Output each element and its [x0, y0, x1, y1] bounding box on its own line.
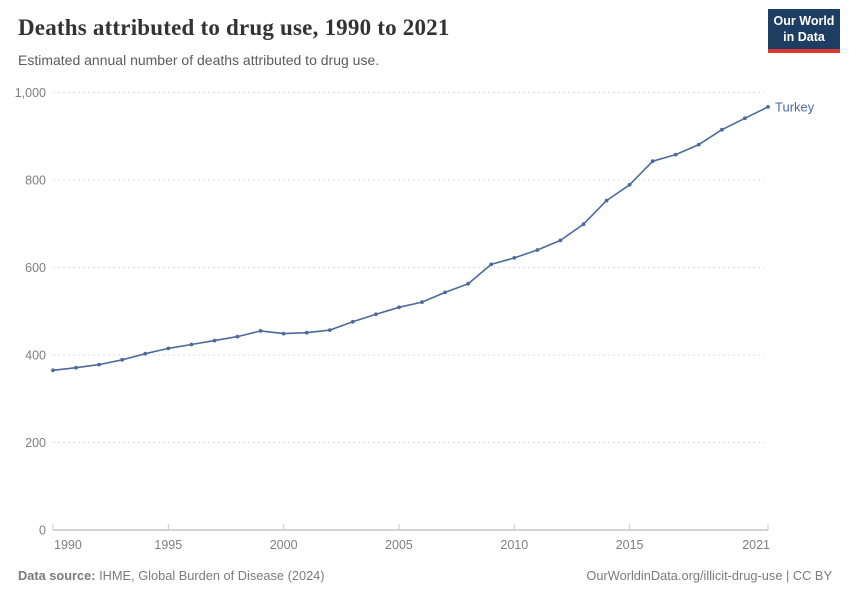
line-chart: 0 200 400 600 800 1,000 1990 1995 2000 2005 2010 20… [15, 86, 815, 552]
data-point [420, 300, 424, 304]
data-point [466, 281, 471, 286]
data-point [443, 290, 447, 295]
data-point [743, 116, 747, 121]
data-point [350, 319, 355, 324]
data-point [650, 159, 655, 164]
data-source-note: Data source: IHME, Global Burden of Dise… [18, 568, 325, 583]
data-point [627, 182, 632, 187]
data-point [304, 330, 309, 335]
data-point [558, 238, 563, 243]
chart-footer: Data source: IHME, Global Burden of Dise… [18, 568, 832, 583]
data-point [189, 342, 194, 347]
data-point [235, 334, 240, 339]
owid-logo-line2: in Data [783, 29, 825, 44]
data-point [489, 262, 494, 267]
series-end-label[interactable]: Turkey [775, 99, 815, 114]
data-point [696, 142, 701, 147]
y-tick-label: 400 [25, 349, 46, 363]
data-point [258, 329, 263, 333]
chart-title: Deaths attributed to drug use, 1990 to 2… [18, 15, 450, 40]
data-point [327, 328, 332, 332]
data-point [397, 305, 401, 310]
data-point [581, 222, 586, 227]
data-point [604, 198, 609, 203]
y-tick-label: 800 [25, 174, 46, 188]
owid-logo-line1: Our World [773, 14, 835, 28]
data-source-text: IHME, Global Burden of Disease (2024) [95, 568, 325, 583]
y-tick-label: 1,000 [15, 86, 46, 100]
y-tick-label: 200 [25, 436, 46, 450]
data-point [512, 256, 517, 260]
x-tick-label: 1995 [154, 538, 182, 552]
x-tick-label: 2010 [500, 538, 528, 552]
y-tick-label: 0 [39, 524, 46, 538]
credit-link[interactable]: OurWorldinData.org/illicit-drug-use | CC… [586, 568, 832, 583]
x-tick-label: 2005 [385, 538, 413, 552]
data-point [673, 152, 678, 157]
data-point [166, 346, 171, 351]
data-point [720, 127, 724, 132]
data-point [212, 338, 217, 343]
data-point [120, 357, 125, 362]
x-tick-label: 2021 [742, 538, 770, 552]
data-point [374, 312, 378, 317]
data-point [97, 362, 101, 367]
owid-logo[interactable]: Our World in Data [768, 9, 840, 54]
data-source-label: Data source: [18, 568, 96, 583]
data-point [281, 331, 286, 336]
y-tick-label: 600 [25, 261, 46, 275]
chart-subtitle: Estimated annual number of deaths attrib… [18, 52, 380, 68]
data-point [535, 248, 540, 252]
data-line [52, 106, 769, 372]
data-point [51, 368, 55, 373]
x-tick-label: 2000 [270, 538, 298, 552]
data-point [143, 351, 148, 356]
x-tick-label: 2015 [616, 538, 644, 552]
x-tick-label: 1990 [54, 538, 82, 552]
data-point [74, 365, 78, 370]
data-point [766, 105, 770, 109]
